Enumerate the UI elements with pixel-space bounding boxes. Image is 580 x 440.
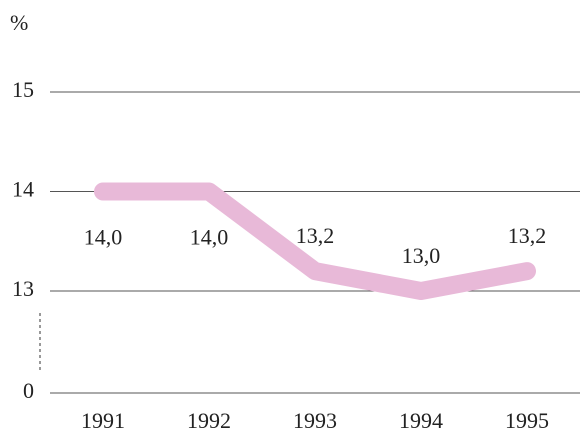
y-tick-label: 15 <box>12 77 34 102</box>
data-label: 13,2 <box>508 223 547 248</box>
y-tick-label: 13 <box>12 276 34 301</box>
y-axis-label: % <box>10 10 28 35</box>
x-tick-label: 1991 <box>81 408 125 433</box>
data-label: 13,0 <box>402 243 441 268</box>
x-tick-label: 1992 <box>187 408 231 433</box>
data-label: 14,0 <box>84 225 123 250</box>
y-tick-label: 0 <box>23 378 34 403</box>
data-line <box>94 182 536 300</box>
y-tick-label: 14 <box>12 177 34 202</box>
x-tick-label: 1994 <box>399 408 443 433</box>
x-tick-label: 1993 <box>293 408 337 433</box>
data-label: 14,0 <box>190 225 229 250</box>
data-label: 13,2 <box>296 223 335 248</box>
x-tick-label: 1995 <box>505 408 549 433</box>
